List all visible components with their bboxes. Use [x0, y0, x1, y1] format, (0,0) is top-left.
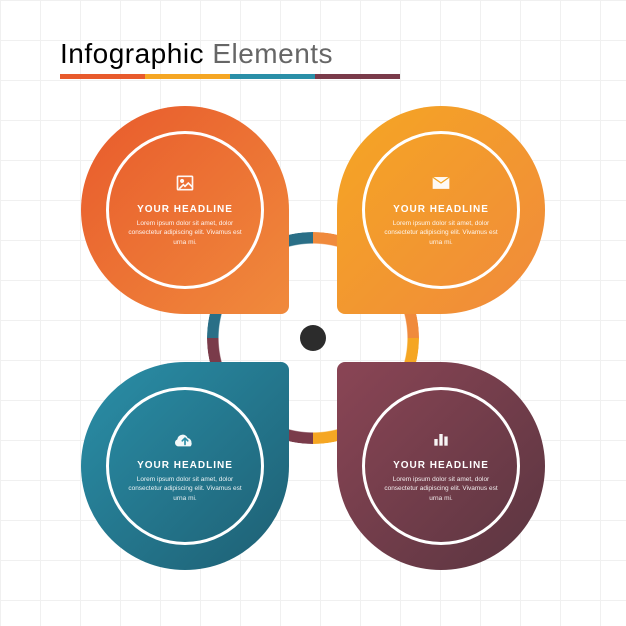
- bar-chart-icon: [431, 429, 451, 454]
- center-hub: [300, 325, 326, 351]
- petal-inner: YOUR HEADLINE Lorem ipsum dolor sit amet…: [362, 131, 520, 289]
- page-title: Infographic Elements: [60, 38, 400, 70]
- underline-seg-3: [230, 74, 315, 79]
- underline-seg-1: [60, 74, 145, 79]
- petal-tr: YOUR HEADLINE Lorem ipsum dolor sit amet…: [337, 106, 545, 314]
- petal-body: Lorem ipsum dolor sit amet, dolor consec…: [377, 475, 505, 502]
- petal-body: Lorem ipsum dolor sit amet, dolor consec…: [377, 219, 505, 246]
- petal-headline: YOUR HEADLINE: [393, 460, 489, 471]
- petal-tl: YOUR HEADLINE Lorem ipsum dolor sit amet…: [81, 106, 289, 314]
- petal-headline: YOUR HEADLINE: [137, 204, 233, 215]
- image-icon: [175, 173, 195, 198]
- envelope-icon: [431, 173, 451, 198]
- underline-seg-2: [145, 74, 230, 79]
- petal-headline: YOUR HEADLINE: [137, 460, 233, 471]
- underline-seg-4: [315, 74, 400, 79]
- petal-inner: YOUR HEADLINE Lorem ipsum dolor sit amet…: [106, 387, 264, 545]
- infographic-diagram: YOUR HEADLINE Lorem ipsum dolor sit amet…: [73, 98, 553, 578]
- cloud-upload-icon: [174, 429, 196, 454]
- petal-headline: YOUR HEADLINE: [393, 204, 489, 215]
- petal-body: Lorem ipsum dolor sit amet, dolor consec…: [121, 219, 249, 246]
- title-underline: [60, 74, 400, 79]
- title-word-2: Elements: [212, 38, 333, 69]
- title-word-1: Infographic: [60, 38, 204, 69]
- petal-br: YOUR HEADLINE Lorem ipsum dolor sit amet…: [337, 362, 545, 570]
- petal-inner: YOUR HEADLINE Lorem ipsum dolor sit amet…: [362, 387, 520, 545]
- petal-inner: YOUR HEADLINE Lorem ipsum dolor sit amet…: [106, 131, 264, 289]
- petal-bl: YOUR HEADLINE Lorem ipsum dolor sit amet…: [81, 362, 289, 570]
- title-block: Infographic Elements: [60, 38, 400, 79]
- petal-body: Lorem ipsum dolor sit amet, dolor consec…: [121, 475, 249, 502]
